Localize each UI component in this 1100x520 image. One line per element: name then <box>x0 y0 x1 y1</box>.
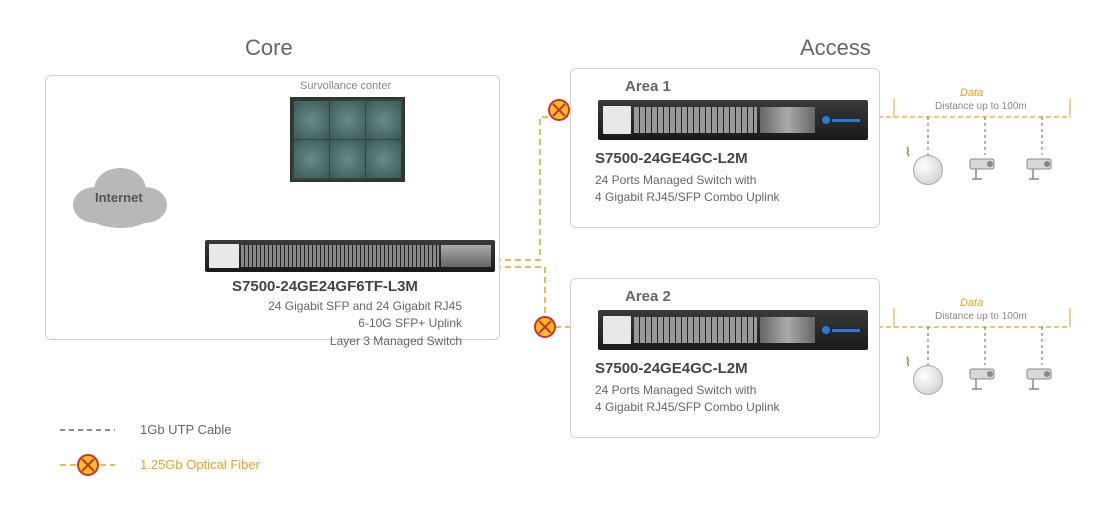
camera-icon <box>968 365 1002 391</box>
access-point-icon <box>913 155 943 185</box>
core-section-title: Core <box>245 35 293 61</box>
area2-switch-desc: 24 Ports Managed Switch with 4 Gigabit R… <box>595 382 780 417</box>
surveillance-center-image <box>290 97 405 182</box>
legend-utp-label: 1Gb UTP Cable <box>140 422 232 437</box>
camera-icon <box>1025 365 1059 391</box>
access-point-icon <box>913 365 943 395</box>
area2-switch-model: S7500-24GE4GC-L2M <box>595 360 748 377</box>
core-desc-line1: 24 Gigabit SFP and 24 Gigabit RJ45 <box>268 299 462 313</box>
fiber-icon <box>77 454 99 476</box>
area2-data-label: Data <box>960 297 983 309</box>
area1-switch-desc: 24 Ports Managed Switch with 4 Gigabit R… <box>595 172 780 207</box>
area1-distance-label: Distance up to 100m <box>935 101 1027 112</box>
legend-fiber-label: 1.25Gb Optical Fiber <box>140 457 260 472</box>
area1-data-label: Data <box>960 87 983 99</box>
camera-icon <box>968 155 1002 181</box>
area2-distance-label: Distance up to 100m <box>935 311 1027 322</box>
area2-desc-line1: 24 Ports Managed Switch with <box>595 383 756 397</box>
fiber-icon <box>548 99 570 121</box>
core-desc-line3: Layer 3 Managed Switch <box>330 334 462 348</box>
surveillance-label: Survollance conter <box>300 80 391 92</box>
internet-label: Internet <box>95 190 143 205</box>
camera-icon <box>1025 155 1059 181</box>
area2-switch-image <box>598 310 868 350</box>
core-desc-line2: 6-10G SFP+ Uplink <box>358 316 462 330</box>
core-switch-image <box>205 240 495 272</box>
access-section-title: Access <box>800 35 871 61</box>
core-switch-desc: 24 Gigabit SFP and 24 Gigabit RJ45 6-10G… <box>232 298 462 350</box>
area1-switch-model: S7500-24GE4GC-L2M <box>595 150 748 167</box>
wifi-icon: ⌇ <box>905 355 911 369</box>
core-switch-model: S7500-24GE24GF6TF-L3M <box>232 278 418 295</box>
area1-desc-line2: 4 Gigabit RJ45/SFP Combo Uplink <box>595 190 780 204</box>
area1-label: Area 1 <box>625 78 671 95</box>
area2-label: Area 2 <box>625 288 671 305</box>
wifi-icon: ⌇ <box>905 145 911 159</box>
area1-desc-line1: 24 Ports Managed Switch with <box>595 173 756 187</box>
fiber-icon <box>534 316 556 338</box>
area1-switch-image <box>598 100 868 140</box>
area2-desc-line2: 4 Gigabit RJ45/SFP Combo Uplink <box>595 400 780 414</box>
